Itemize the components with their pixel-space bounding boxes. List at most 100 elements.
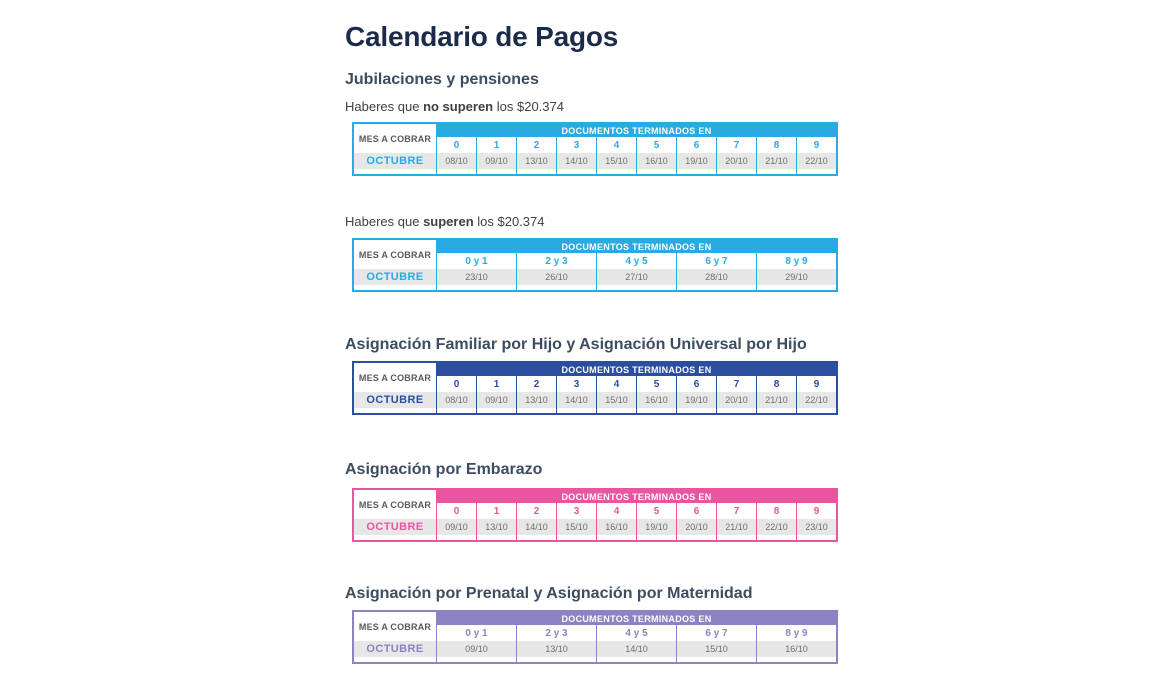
document-ending-header: 5 <box>653 505 660 517</box>
month-cell: OCTUBRE <box>354 519 436 535</box>
column-pad <box>517 535 556 540</box>
section-heading-asignacion-embarazo: Asignación por Embarazo <box>345 461 543 479</box>
document-column: 6 y 7 15/10 <box>676 625 756 662</box>
document-column: 7 20/10 <box>716 376 756 413</box>
payment-date-cell: 28/10 <box>677 269 756 285</box>
payment-date-cell: 13/10 <box>517 153 556 169</box>
month-cell: OCTUBRE <box>354 269 436 285</box>
payment-date-cell: 15/10 <box>557 519 596 535</box>
document-column: 2 y 3 13/10 <box>516 625 596 662</box>
documentos-terminados-label: DOCUMENTOS TERMINADOS EN <box>437 363 836 376</box>
payment-date-cell: 16/10 <box>597 519 636 535</box>
document-column: 3 14/10 <box>556 137 596 174</box>
documentos-terminados-label: DOCUMENTOS TERMINADOS EN <box>437 490 836 503</box>
payment-date-cell: 09/10 <box>477 392 516 408</box>
payment-date-cell: 09/10 <box>477 153 516 169</box>
subheading-haberes-superen: Haberes que superen los $20.374 <box>345 214 544 229</box>
payment-date-cell: 19/10 <box>677 153 716 169</box>
document-column: 1 09/10 <box>476 137 516 174</box>
payment-date-cell: 22/10 <box>797 392 836 408</box>
document-column: 5 16/10 <box>636 376 676 413</box>
document-ending-header: 6 <box>693 505 700 517</box>
column-pad <box>437 285 516 290</box>
document-ending-header: 3 <box>573 378 580 390</box>
payment-table-jubilaciones-no-superen: MES A COBRAR OCTUBRE DOCUMENTOS TERMINADOS… <box>352 122 838 176</box>
month-column-pad <box>354 408 436 413</box>
payment-date-cell: 15/10 <box>677 641 756 657</box>
mes-a-cobrar-label: MES A COBRAR <box>358 499 432 510</box>
payment-date-cell: 09/10 <box>437 519 476 535</box>
document-column: 9 22/10 <box>796 137 836 174</box>
document-columns: 0 08/10 1 09/10 2 13/10 3 14/10 4 15/10 5 16/10 6 19/… <box>437 376 836 413</box>
payment-date-cell: 16/10 <box>637 153 676 169</box>
documents-area: DOCUMENTOS TERMINADOS EN 0 08/10 1 09/10 2 13/… <box>437 363 836 413</box>
month-column: MES A COBRAR OCTUBRE <box>354 240 437 290</box>
column-pad <box>757 169 796 174</box>
column-pad <box>717 169 756 174</box>
document-column: 0 08/10 <box>437 137 476 174</box>
document-ending-header: 7 <box>733 505 740 517</box>
payment-date-cell: 14/10 <box>557 392 596 408</box>
document-column: 3 15/10 <box>556 503 596 540</box>
column-pad <box>757 285 836 290</box>
document-column: 3 14/10 <box>556 376 596 413</box>
document-ending-header: 8 y 9 <box>785 255 808 267</box>
document-column: 2 13/10 <box>516 376 556 413</box>
column-pad <box>757 535 796 540</box>
column-pad <box>517 657 596 662</box>
document-columns: 0 y 1 23/10 2 y 3 26/10 4 y 5 27/10 6 y 7 28/10… <box>437 253 836 290</box>
payment-table-asignacion-familiar-y-universal-por-hijo: MES A COBRAR OCTUBRE DOCUMENTOS TERMINADOS… <box>352 361 838 415</box>
document-ending-header: 8 y 9 <box>785 627 808 639</box>
document-ending-header: 0 <box>453 378 460 390</box>
document-ending-header: 9 <box>813 505 820 517</box>
month-cell: OCTUBRE <box>354 392 436 408</box>
document-column: 9 22/10 <box>796 376 836 413</box>
column-pad <box>677 657 756 662</box>
document-column: 4 15/10 <box>596 376 636 413</box>
payment-date-cell: 16/10 <box>637 392 676 408</box>
column-pad <box>597 535 636 540</box>
document-column: 4 16/10 <box>596 503 636 540</box>
column-pad <box>637 535 676 540</box>
payment-date-cell: 13/10 <box>517 392 556 408</box>
column-pad <box>637 169 676 174</box>
section-heading-jubilaciones: Jubilaciones y pensiones <box>345 71 539 89</box>
payment-date-cell: 08/10 <box>437 153 476 169</box>
document-column: 7 20/10 <box>716 137 756 174</box>
column-pad <box>717 535 756 540</box>
document-ending-header: 2 <box>533 139 540 151</box>
document-column: 6 20/10 <box>676 503 716 540</box>
payment-date-cell: 22/10 <box>757 519 796 535</box>
document-column: 0 y 1 09/10 <box>437 625 516 662</box>
column-pad <box>517 285 596 290</box>
month-column-pad <box>354 285 436 290</box>
documentos-terminados-label: DOCUMENTOS TERMINADOS EN <box>437 612 836 625</box>
document-column: 2 13/10 <box>516 137 556 174</box>
document-ending-header: 4 <box>613 505 620 517</box>
document-ending-header: 4 y 5 <box>625 255 648 267</box>
payment-date-cell: 21/10 <box>757 153 796 169</box>
subheading-text: los $20.374 <box>493 99 564 114</box>
payment-date-cell: 14/10 <box>517 519 556 535</box>
payment-date-cell: 08/10 <box>437 392 476 408</box>
subheading-haberes-no-superen: Haberes que no superen los $20.374 <box>345 99 564 114</box>
document-column: 1 09/10 <box>476 376 516 413</box>
documents-area: DOCUMENTOS TERMINADOS EN 0 y 1 09/10 2 y 3 1… <box>437 612 836 662</box>
column-pad <box>437 657 516 662</box>
document-column: 4 15/10 <box>596 137 636 174</box>
column-pad <box>557 535 596 540</box>
document-column: 2 y 3 26/10 <box>516 253 596 290</box>
document-ending-header: 7 <box>733 139 740 151</box>
document-column: 8 21/10 <box>756 376 796 413</box>
document-column: 8 y 9 16/10 <box>756 625 836 662</box>
mes-a-cobrar-label: MES A COBRAR <box>358 372 432 383</box>
column-pad <box>517 408 556 413</box>
payment-date-cell: 14/10 <box>597 641 676 657</box>
document-column: 8 21/10 <box>756 137 796 174</box>
document-column: 0 09/10 <box>437 503 476 540</box>
document-column: 0 y 1 23/10 <box>437 253 516 290</box>
payment-date-cell: 20/10 <box>717 153 756 169</box>
payment-date-cell: 20/10 <box>717 392 756 408</box>
document-column: 8 22/10 <box>756 503 796 540</box>
document-ending-header: 0 <box>453 505 460 517</box>
